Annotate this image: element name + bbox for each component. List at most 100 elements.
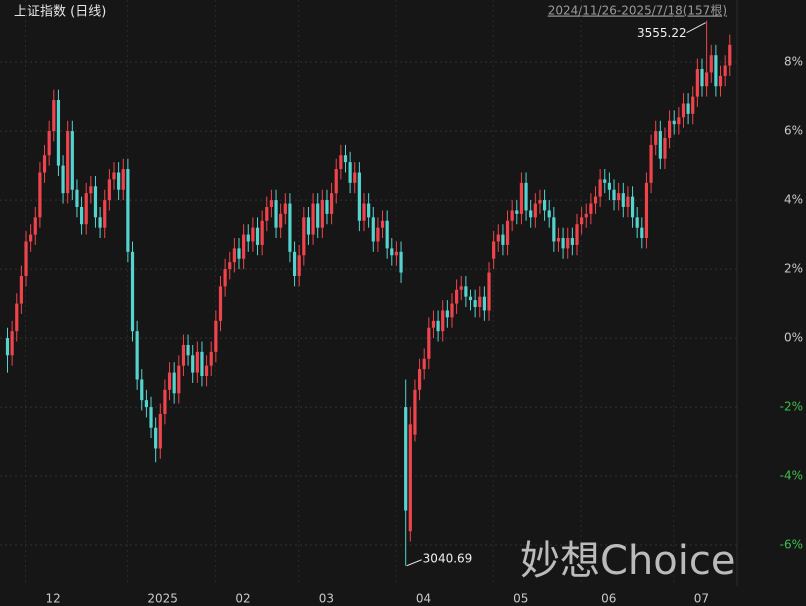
- y-tick-label: -6%: [780, 538, 803, 552]
- candle-body: [464, 286, 468, 297]
- candle-body: [260, 220, 264, 245]
- candle-body: [154, 427, 158, 449]
- candle-body: [52, 100, 56, 132]
- chart-title: 上证指数 (日线): [14, 5, 106, 20]
- candle-body: [681, 103, 686, 118]
- candle-body: [149, 407, 153, 428]
- candle-body: [510, 210, 514, 221]
- candle-body: [501, 234, 505, 245]
- candle-body: [339, 155, 343, 170]
- candle-body: [117, 172, 121, 190]
- candle-body: [677, 117, 681, 125]
- y-tick-label: 8%: [784, 55, 803, 69]
- candle-body: [371, 217, 375, 242]
- candle-body: [422, 358, 426, 370]
- candle-body: [640, 227, 644, 239]
- candle-body: [542, 200, 547, 211]
- low-pointer: [406, 559, 422, 567]
- candle-body: [362, 203, 366, 221]
- candle-body: [242, 234, 246, 259]
- candle-body: [181, 344, 186, 366]
- candle-body: [413, 389, 417, 435]
- candle-body: [47, 131, 51, 156]
- x-tick-label: 05: [513, 592, 528, 606]
- candle-body: [547, 210, 551, 218]
- candle-body: [598, 179, 602, 197]
- candle-body: [580, 217, 584, 225]
- x-tick-label: 06: [601, 592, 616, 606]
- candle-body: [191, 355, 195, 373]
- candle-body: [302, 217, 306, 256]
- candle-body: [473, 300, 477, 308]
- candle-body: [376, 227, 380, 242]
- x-tick-label: 12: [46, 592, 61, 606]
- candle-body: [529, 210, 533, 218]
- watermark: 妙想Choice: [520, 538, 735, 584]
- candle-body: [33, 217, 37, 235]
- y-tick-label: 4%: [784, 193, 803, 207]
- candle-body: [214, 320, 218, 352]
- candle-body: [496, 234, 500, 242]
- candle-body: [343, 155, 348, 163]
- candle-body: [195, 351, 199, 373]
- candle-body: [167, 372, 172, 390]
- x-tick-label: 07: [694, 592, 709, 606]
- candle-body: [311, 203, 315, 235]
- candle-body: [5, 338, 10, 356]
- candle-body: [38, 172, 42, 218]
- candle-body: [390, 248, 394, 256]
- candle-body: [121, 169, 125, 190]
- candle-body: [468, 296, 473, 301]
- x-tick-label: 02: [235, 592, 250, 606]
- candle-body: [621, 193, 625, 207]
- x-tick-label: 04: [416, 592, 431, 606]
- candle-body: [538, 200, 542, 204]
- candle-body: [663, 137, 667, 159]
- candle-body: [399, 251, 403, 273]
- candle-body: [394, 251, 399, 256]
- x-tick-label: 03: [319, 592, 334, 606]
- candle-body: [700, 68, 704, 87]
- y-tick-label: 0%: [784, 331, 803, 345]
- candle-body: [126, 169, 130, 252]
- candle-body: [667, 120, 672, 138]
- candle-body: [695, 68, 699, 97]
- candle-body: [635, 217, 639, 228]
- candle-body: [24, 241, 28, 276]
- candle-body: [103, 200, 107, 228]
- candle-body: [441, 310, 445, 332]
- candle-body: [691, 96, 695, 114]
- candle-body: [140, 379, 144, 401]
- candle-body: [61, 165, 65, 194]
- candle-body: [404, 407, 408, 511]
- candle-body: [589, 203, 593, 214]
- candle-body: [431, 320, 436, 328]
- candle-body: [714, 55, 718, 87]
- candle-body: [218, 286, 223, 321]
- candle-body: [306, 217, 311, 235]
- candle-body: [316, 203, 320, 228]
- candle-body: [672, 120, 676, 125]
- y-tick-label: 6%: [784, 124, 803, 138]
- candle-body: [478, 296, 482, 308]
- candle-body: [246, 234, 250, 242]
- candle-body: [330, 193, 334, 214]
- candle-body: [42, 155, 47, 173]
- candle-body: [427, 327, 431, 359]
- y-tick-label: -2%: [780, 400, 803, 414]
- candle-body: [130, 251, 135, 332]
- candle-body: [705, 72, 709, 87]
- candle-body: [482, 296, 486, 311]
- candle-body: [357, 172, 361, 221]
- y-tick-label: 2%: [784, 262, 803, 276]
- candle-body: [718, 75, 723, 87]
- candle-body: [107, 179, 111, 201]
- candle-body: [98, 217, 102, 228]
- candle-body: [445, 310, 449, 318]
- candle-body: [649, 144, 653, 183]
- candle-body: [617, 193, 621, 201]
- candle-body: [204, 365, 209, 377]
- candle-body: [255, 227, 260, 245]
- candle-body: [172, 372, 176, 394]
